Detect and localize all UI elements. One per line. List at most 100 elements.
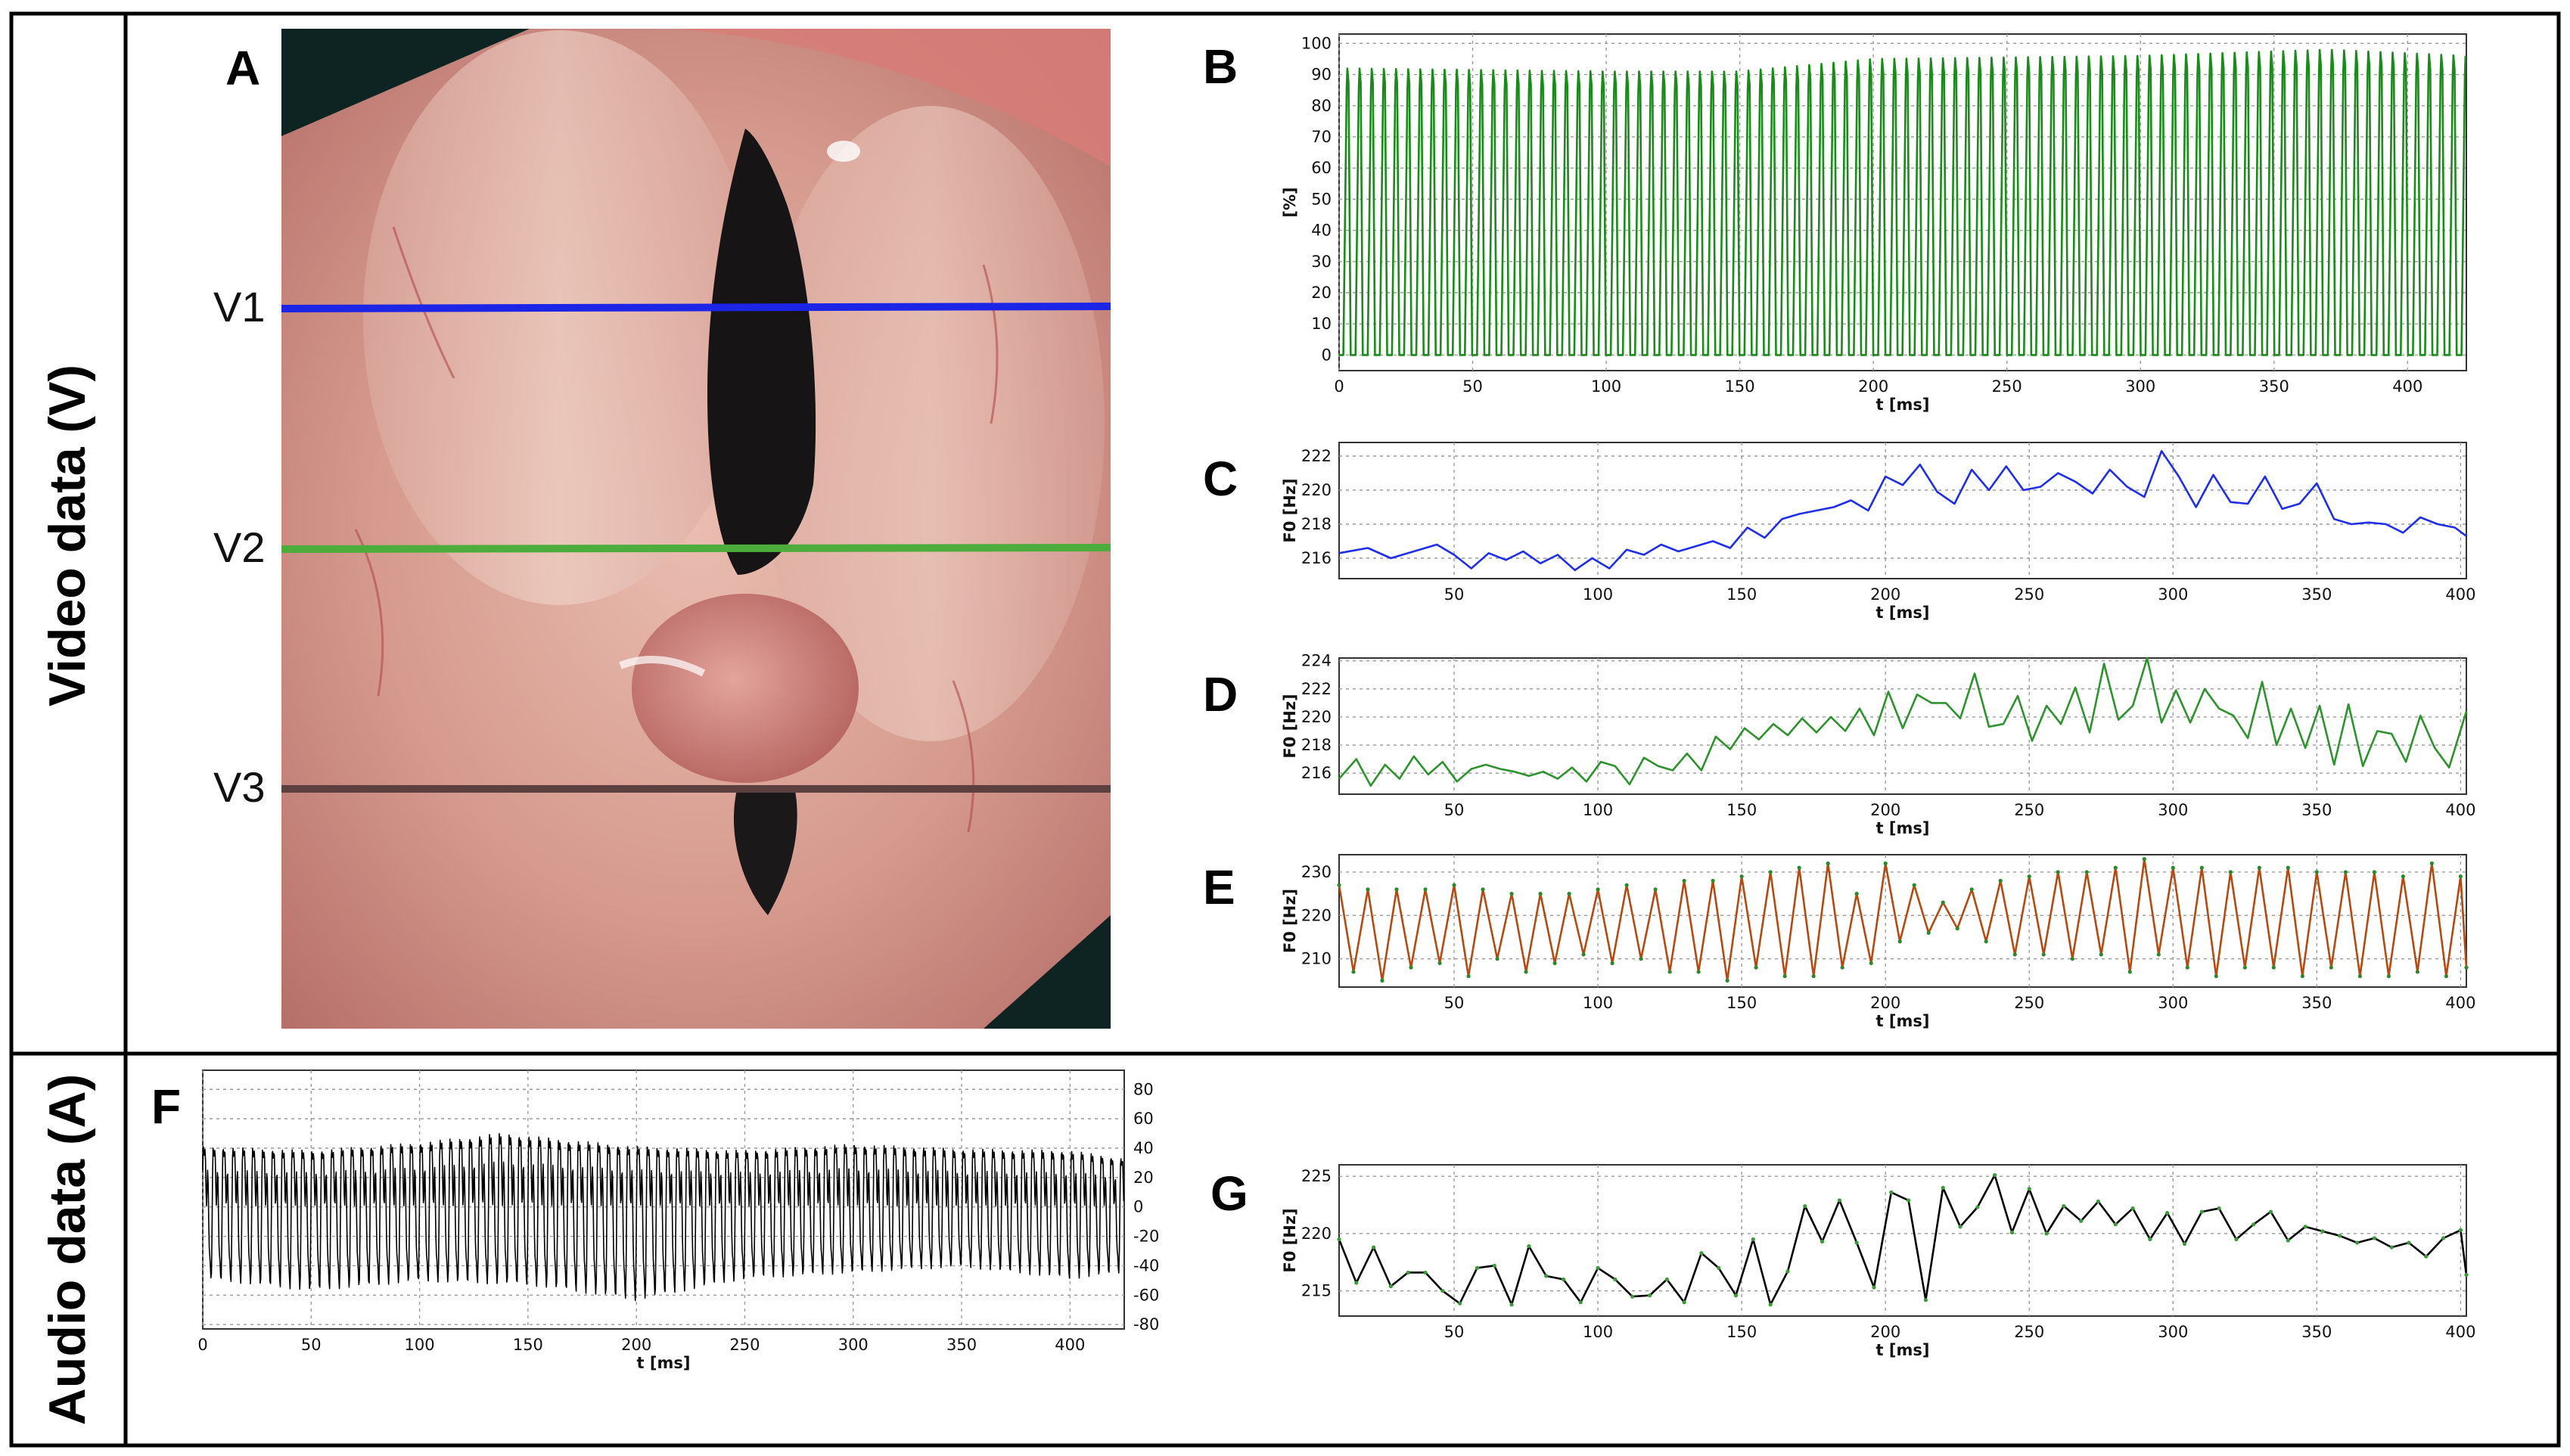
specular-highlight: [827, 141, 860, 162]
x-tick-label: 50: [1444, 994, 1465, 1012]
right-vocal-fold: [757, 106, 1105, 741]
data-point: [2171, 865, 2175, 870]
x-tick-label: 350: [946, 1336, 977, 1354]
data-point: [1975, 1205, 1980, 1209]
data-point: [1751, 1237, 1755, 1242]
chart-g: 50 100 150 200 250 300 350 400 215 220 225 t [ms] F0…: [1210, 1164, 2475, 1359]
x-tick-label: 100: [1583, 585, 1613, 604]
x-tick-label: 150: [1725, 377, 1755, 396]
x-tick-label: 350: [2259, 377, 2289, 396]
data-point: [2165, 1211, 2170, 1215]
x-tick-label: 350: [2301, 1323, 2332, 1341]
data-point: [1667, 970, 1672, 974]
data-point: [1423, 887, 1428, 892]
data-point: [2148, 1237, 2152, 1242]
y-tick-label: 216: [1301, 549, 1332, 567]
y-tick-label: 20: [1133, 1169, 1154, 1187]
data-point: [2096, 1199, 2101, 1204]
x-tick-label: 300: [2158, 994, 2188, 1012]
x-tick-label: 200: [621, 1336, 651, 1354]
data-point: [1941, 1185, 1945, 1190]
data-point: [1647, 1293, 1652, 1298]
data-point: [2303, 1225, 2307, 1229]
panel-letter-f: F: [151, 1079, 181, 1134]
plot-frame: [1338, 854, 2467, 988]
charts: 0 50 100 150 200 250 300 350 4000102030405060708…: [151, 33, 2475, 1372]
data-point: [2354, 1240, 2360, 1245]
y-tick-label: 100: [1301, 34, 1332, 52]
data-point: [2113, 1222, 2118, 1227]
data-point: [1682, 1300, 1686, 1305]
data-point: [1797, 865, 1801, 870]
glottis-upper: [707, 129, 816, 575]
y-axis-label: [%]: [1281, 187, 1299, 217]
data-point: [1409, 965, 1413, 970]
data-point: [2009, 1230, 2015, 1234]
x-tick-label: 250: [2014, 801, 2044, 819]
data-point: [2300, 974, 2304, 979]
panel-letter-a: A: [225, 41, 260, 95]
data-point: [1889, 1190, 1894, 1194]
x-tick-label: 200: [1870, 994, 1900, 1012]
data-point: [1440, 1289, 1445, 1293]
plot-frame: [1338, 442, 2467, 579]
data-point: [2156, 952, 2161, 957]
x-tick-label: 400: [2445, 994, 2475, 1012]
data-point: [2199, 1209, 2204, 1214]
data-point: [1811, 974, 1816, 979]
x-tick-label: 100: [1583, 994, 1613, 1012]
data-point: [1567, 892, 1571, 896]
y-tick-label: 215: [1301, 1282, 1332, 1300]
panel-a-image: V1 V2 V3 A: [213, 29, 1111, 1029]
y-tick-label: 40: [1133, 1139, 1154, 1157]
label-v3: V3: [213, 763, 266, 811]
y-tick-label: 230: [1301, 863, 1332, 881]
data-point: [1907, 1198, 1911, 1203]
y-tick-label: 20: [1311, 284, 1332, 302]
data-point: [1337, 883, 1341, 887]
y-tick-label: 218: [1301, 515, 1332, 533]
data-point: [2079, 1219, 2084, 1223]
data-point: [2407, 1240, 2411, 1245]
data-point: [1639, 957, 1643, 961]
x-tick-label: 50: [1462, 377, 1483, 396]
row-label-video: Video data (V): [39, 365, 96, 706]
data-point: [1820, 1239, 1825, 1244]
x-tick-label: 350: [2301, 994, 2332, 1012]
y-tick-label: -60: [1133, 1286, 1159, 1304]
data-point: [2314, 870, 2319, 874]
data-point: [1509, 1302, 1514, 1307]
y-tick-label: 224: [1301, 652, 1332, 670]
data-point: [1733, 1293, 1739, 1298]
x-axis-label: t [ms]: [1876, 1341, 1930, 1359]
data-point: [2027, 874, 2031, 879]
data-point: [1969, 887, 1974, 892]
y-axis-label: F0 [Hz]: [1281, 1208, 1299, 1272]
data-point: [1854, 892, 1859, 896]
left-vocal-fold: [363, 30, 757, 605]
data-point: [2464, 965, 2469, 970]
data-point: [1837, 1198, 1841, 1203]
data-point: [2185, 965, 2189, 970]
data-point: [1872, 1285, 1876, 1290]
data-point: [2424, 1254, 2429, 1259]
plot-frame: [1338, 1164, 2467, 1317]
y-tick-label: 40: [1311, 222, 1332, 240]
x-tick-label: 300: [2158, 1323, 2188, 1341]
data-point: [2464, 1272, 2469, 1277]
figure-frame: [9, 11, 2561, 1448]
data-point: [2257, 865, 2261, 870]
data-point: [2044, 1231, 2049, 1236]
data-point: [2099, 952, 2103, 957]
data-point: [1458, 1301, 1462, 1305]
data-point: [1538, 892, 1543, 896]
row-label-audio: Audio data (A): [39, 1074, 96, 1426]
data-point: [2199, 865, 2204, 870]
x-tick-label: 50: [301, 1336, 322, 1354]
data-point: [2458, 1228, 2463, 1232]
data-point: [1682, 878, 1686, 883]
data-point: [1452, 883, 1456, 887]
label-v1: V1: [213, 283, 266, 331]
x-axis-label: t [ms]: [1876, 604, 1930, 622]
y-tick-label: 220: [1301, 1225, 1332, 1243]
